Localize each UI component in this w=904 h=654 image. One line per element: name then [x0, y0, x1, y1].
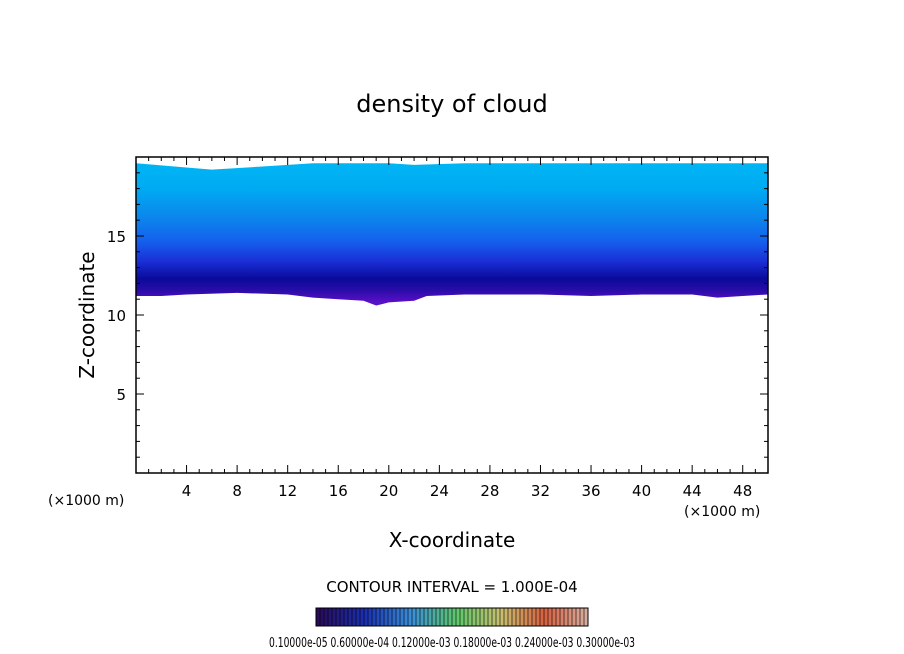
x-tick-label: 4	[182, 482, 192, 500]
x-tick-label: 8	[232, 482, 242, 500]
cloud-density-field	[136, 163, 768, 306]
x-tick-label: 48	[733, 482, 752, 500]
x-tick-label: 40	[632, 482, 651, 500]
y-tick-label: 5	[116, 386, 126, 404]
x-tick-label: 44	[683, 482, 702, 500]
y-axis: 5 10 15	[107, 172, 768, 458]
x-tick-label: 24	[430, 482, 449, 500]
y-axis-label: Z-coordinate	[75, 251, 99, 378]
x-tick-label: 32	[531, 482, 550, 500]
colorbar-labels: 0.10000e-05 0.60000e-04 0.12000e-03 0.18…	[269, 636, 635, 651]
x-tick-label: 36	[581, 482, 600, 500]
x-tick-label: 16	[329, 482, 348, 500]
colorbar	[315, 607, 589, 627]
x-tick-label: 12	[278, 482, 297, 500]
x-unit-left: (×1000 m)	[48, 493, 124, 509]
y-tick-label: 10	[107, 307, 126, 325]
x-axis: 4 8 12 16 20 24 28 32 36 40 44 48	[148, 157, 756, 500]
x-tick-label: 20	[379, 482, 398, 500]
chart-title: density of cloud	[356, 90, 547, 118]
contour-interval: CONTOUR INTERVAL = 1.000E-04	[326, 578, 577, 596]
y-tick-label: 15	[107, 228, 126, 246]
x-tick-label: 28	[480, 482, 499, 500]
x-axis-label: X-coordinate	[389, 528, 516, 552]
x-unit-right: (×1000 m)	[684, 504, 760, 520]
